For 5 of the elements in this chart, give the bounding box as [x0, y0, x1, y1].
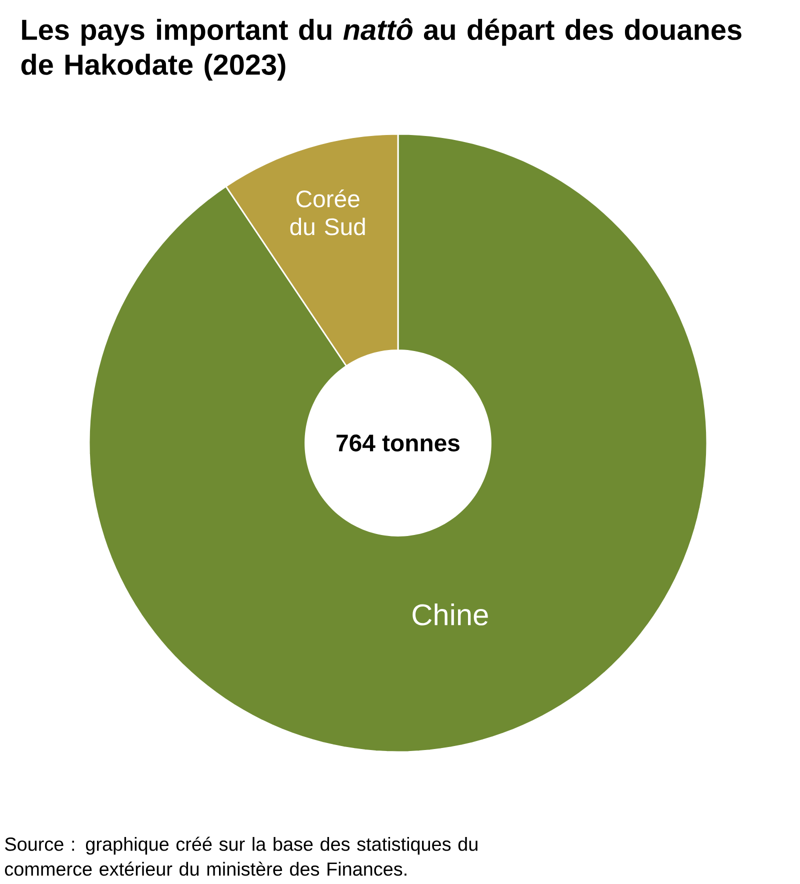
chart-title: Les pays important du nattô au départ des douanes de Hakodate (2023)	[21, 18, 742, 81]
text: 764 tonnes	[336, 434, 460, 452]
source-note: Source : graphique créé sur la base des statistiques du commerce extérieur du ministère des Finances.	[4, 836, 478, 876]
slice-label: Corée du Sud	[290, 190, 365, 236]
slice-label: Chine	[412, 603, 488, 626]
